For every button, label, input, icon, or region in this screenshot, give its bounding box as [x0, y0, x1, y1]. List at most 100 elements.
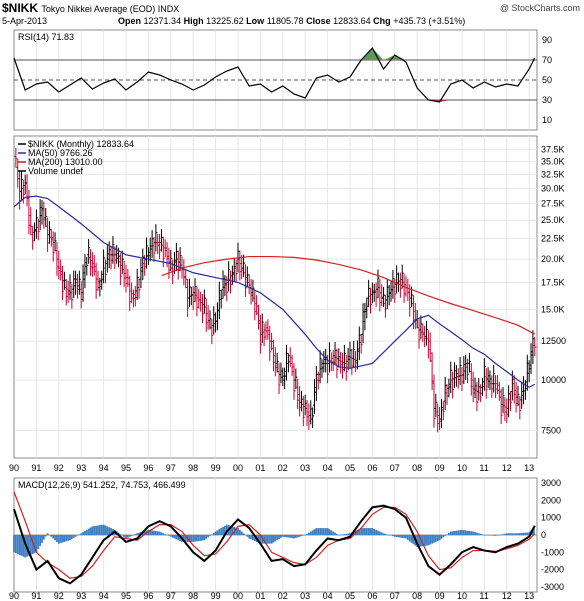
x-tick-label-bottom: 97 — [166, 591, 176, 601]
macd-histogram-bar — [520, 532, 523, 535]
x-tick-label: 10 — [457, 463, 467, 473]
macd-histogram-bar — [250, 535, 252, 540]
macd-histogram-bar — [184, 535, 187, 542]
macd-histogram-bar — [91, 526, 94, 535]
macd-histogram-bar — [259, 535, 262, 544]
macd-histogram-bar — [224, 525, 226, 535]
rsi-ytick-label: 70 — [542, 55, 552, 65]
macd-histogram-bar — [459, 530, 461, 535]
macd-histogram-bar — [194, 535, 196, 542]
macd-histogram-bar — [199, 535, 202, 541]
macd-histogram-bar — [319, 528, 322, 535]
macd-histogram-bar — [84, 530, 86, 535]
macd-histogram-bar — [216, 530, 219, 535]
macd-histogram-bar — [207, 535, 210, 538]
chart-title: $NIKK Tokyo Nikkei Average (EOD) INDX — [2, 1, 179, 15]
macd-histogram-bar — [341, 534, 344, 535]
macd-histogram-bar — [31, 535, 34, 554]
macd-histogram-bar — [52, 535, 55, 539]
macd-histogram-bar — [475, 532, 478, 535]
macd-histogram-bar — [16, 535, 19, 554]
macd-histogram-bar — [244, 535, 247, 536]
x-tick-label-bottom: 13 — [524, 591, 534, 601]
x-tick-label: 99 — [211, 463, 221, 473]
rsi-ytick-label: 90 — [542, 35, 552, 45]
x-tick-label: 07 — [390, 463, 400, 473]
x-tick-label: 93 — [76, 463, 86, 473]
macd-histogram-bar — [20, 535, 23, 556]
macd-histogram-bar — [330, 530, 333, 535]
macd-histogram-bar — [74, 535, 77, 537]
macd-histogram-bar — [56, 535, 58, 542]
macd-histogram-bar — [289, 535, 292, 538]
macd-histogram-bar — [362, 528, 364, 535]
macd-histogram-bar — [89, 527, 92, 535]
macd-histogram-bar — [470, 531, 473, 535]
macd-histogram-bar — [375, 529, 378, 535]
macd-histogram-bar — [309, 531, 312, 535]
macd-histogram-bar — [328, 529, 331, 535]
macd-histogram-bar — [511, 533, 514, 535]
macd-histogram-bar — [393, 535, 396, 537]
x-tick-label: 05 — [345, 463, 355, 473]
macd-histogram-bar — [382, 533, 385, 535]
macd-histogram-bar — [67, 535, 70, 541]
macd-histogram-bar — [518, 533, 521, 535]
macd-histogram-bar — [343, 534, 346, 535]
price-ytick-label: 7500 — [541, 425, 561, 435]
macd-histogram-bar — [283, 535, 286, 538]
macd-histogram-bar — [151, 530, 154, 535]
x-tick-label: 91 — [31, 463, 41, 473]
macd-histogram-bar — [453, 530, 456, 535]
macd-histogram-bar — [440, 535, 443, 539]
x-tick-label-bottom: 08 — [412, 591, 422, 601]
macd-histogram-bar — [294, 535, 297, 538]
price-ytick-label: 32.5K — [541, 169, 565, 179]
macd-histogram-bar — [399, 535, 402, 538]
macd-histogram-bar — [416, 535, 419, 548]
macd-histogram-bar — [229, 525, 232, 535]
ticker-name: Tokyo Nikkei Average (EOD) INDX — [41, 4, 180, 14]
macd-histogram-bar — [442, 535, 445, 538]
macd-histogram-bar — [481, 534, 484, 535]
macd-histogram-bar — [474, 532, 476, 535]
macd-histogram-bar — [266, 535, 269, 544]
change-value: +435.73 (+3.51%) — [393, 16, 466, 26]
macd-histogram-bar — [33, 535, 36, 554]
macd-ytick-label: 3000 — [541, 478, 561, 488]
macd-histogram-bar — [225, 524, 228, 535]
price-ytick-label: 15.0K — [541, 304, 565, 314]
macd-histogram-bar — [365, 528, 368, 535]
macd-histogram-bar — [59, 535, 62, 544]
macd-histogram-bar — [524, 532, 527, 535]
macd-histogram-bar — [39, 535, 42, 546]
macd-histogram-bar — [489, 535, 491, 536]
macd-histogram-bar — [257, 535, 260, 543]
ma50-legend-label: MA(50) 9766.26 — [28, 148, 93, 158]
macd-histogram-bar — [339, 534, 342, 536]
macd-histogram-bar — [252, 535, 254, 541]
rsi-ytick-label: 30 — [542, 95, 552, 105]
volume-legend-label: Volume undef — [28, 166, 84, 176]
macd-histogram-bar — [418, 535, 420, 547]
macd-histogram-bar — [238, 529, 241, 535]
macd-histogram-bar — [300, 535, 303, 537]
macd-histogram-bar — [46, 533, 49, 535]
macd-histogram-bar — [85, 529, 88, 535]
x-tick-label-bottom: 90 — [9, 591, 19, 601]
low-value: 11805.78 — [266, 16, 304, 26]
x-tick-label-bottom: 92 — [54, 591, 64, 601]
price-ytick-label: 17.5K — [541, 277, 565, 287]
macd-histogram-bar — [449, 531, 452, 535]
macd-histogram-bar — [427, 535, 430, 546]
macd-histogram-bar — [82, 532, 84, 535]
x-tick-label-bottom: 98 — [188, 591, 198, 601]
macd-histogram-bar — [507, 533, 510, 535]
macd-histogram-bar — [201, 535, 204, 541]
macd-histogram-bar — [487, 535, 489, 536]
macd-histogram-bar — [483, 535, 486, 536]
macd-histogram-bar — [371, 528, 374, 535]
macd-histogram-bar — [13, 535, 15, 553]
x-tick-label-bottom: 12 — [502, 591, 512, 601]
x-tick-label-bottom: 11 — [479, 591, 488, 601]
